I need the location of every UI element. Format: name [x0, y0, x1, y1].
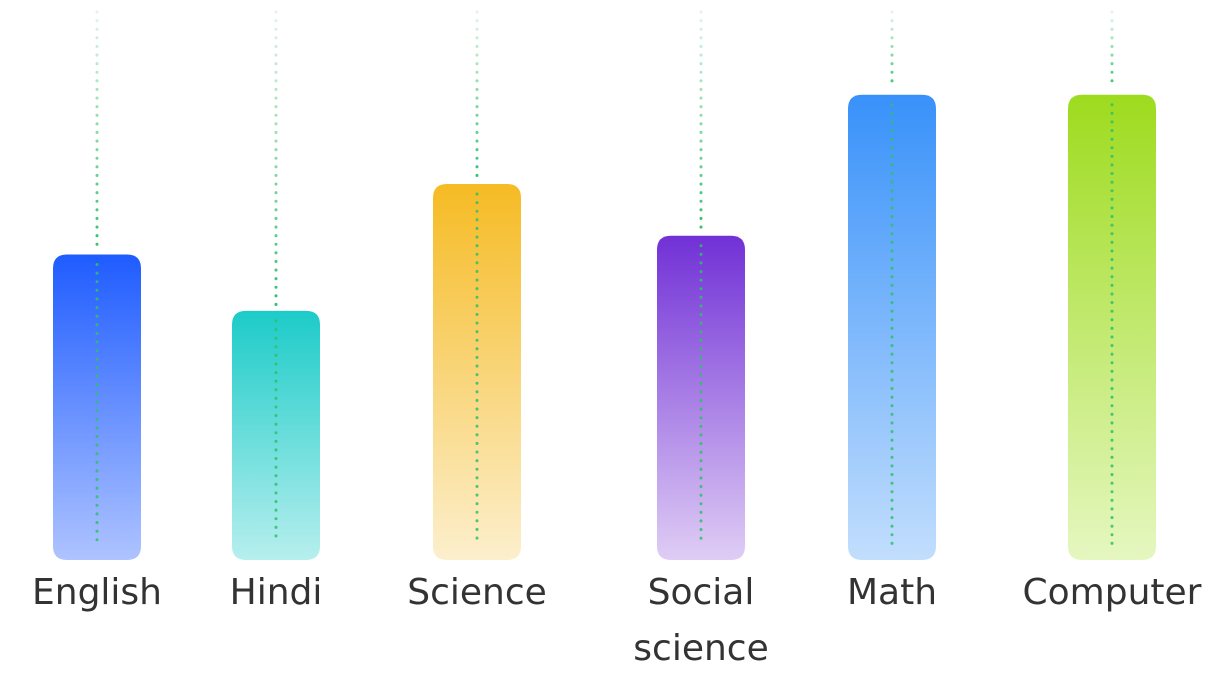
tick-label-math: Math — [847, 572, 937, 613]
bar-science — [433, 184, 521, 560]
tick-label-science: Science — [407, 572, 547, 613]
bar-social-science — [657, 235, 745, 560]
bar-english — [53, 254, 141, 560]
bar-hindi — [232, 310, 320, 560]
tick-label-hindi: Hindi — [230, 572, 323, 613]
guide-lines-upper — [95, 10, 1114, 307]
guide-lines-inner — [95, 103, 1114, 546]
category-labels: English Hindi Science Social science Math Comp… — [32, 572, 1202, 669]
tick-label-english: English — [32, 572, 162, 613]
bars-group — [53, 94, 1156, 560]
tick-label-social-science: Social science — [633, 572, 768, 669]
tick-label-computer: Computer — [1023, 572, 1202, 613]
